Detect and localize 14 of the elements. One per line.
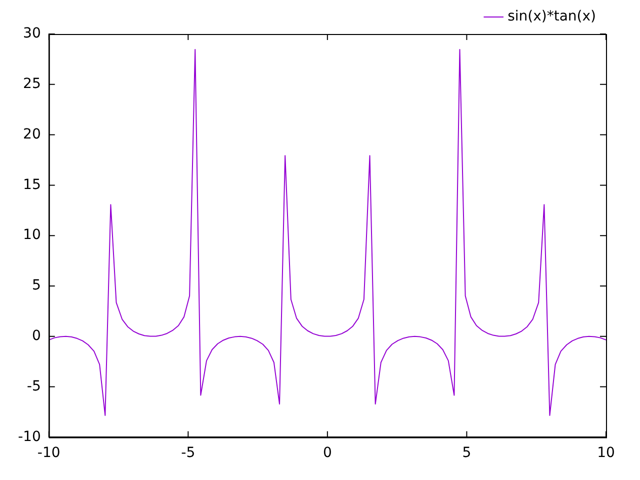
y-tick-label: 10 — [23, 227, 41, 244]
y-tick-label: -10 — [18, 428, 41, 445]
y-tick-label: 30 — [23, 26, 41, 42]
x-tick-label: 5 — [462, 445, 472, 462]
y-tick-label: -5 — [26, 378, 41, 394]
y-tick-label: 5 — [32, 278, 41, 294]
y-tick-label: 0 — [32, 328, 41, 344]
y-tick-label: 15 — [23, 176, 41, 193]
legend-label: sin(x)*tan(x) — [508, 8, 596, 25]
x-tick-label: 10 — [597, 445, 615, 462]
x-tick-label: 0 — [322, 445, 332, 462]
y-tick-label: 25 — [23, 76, 41, 92]
x-tick-label: -5 — [181, 445, 196, 462]
y-tick-label: 20 — [23, 126, 41, 142]
